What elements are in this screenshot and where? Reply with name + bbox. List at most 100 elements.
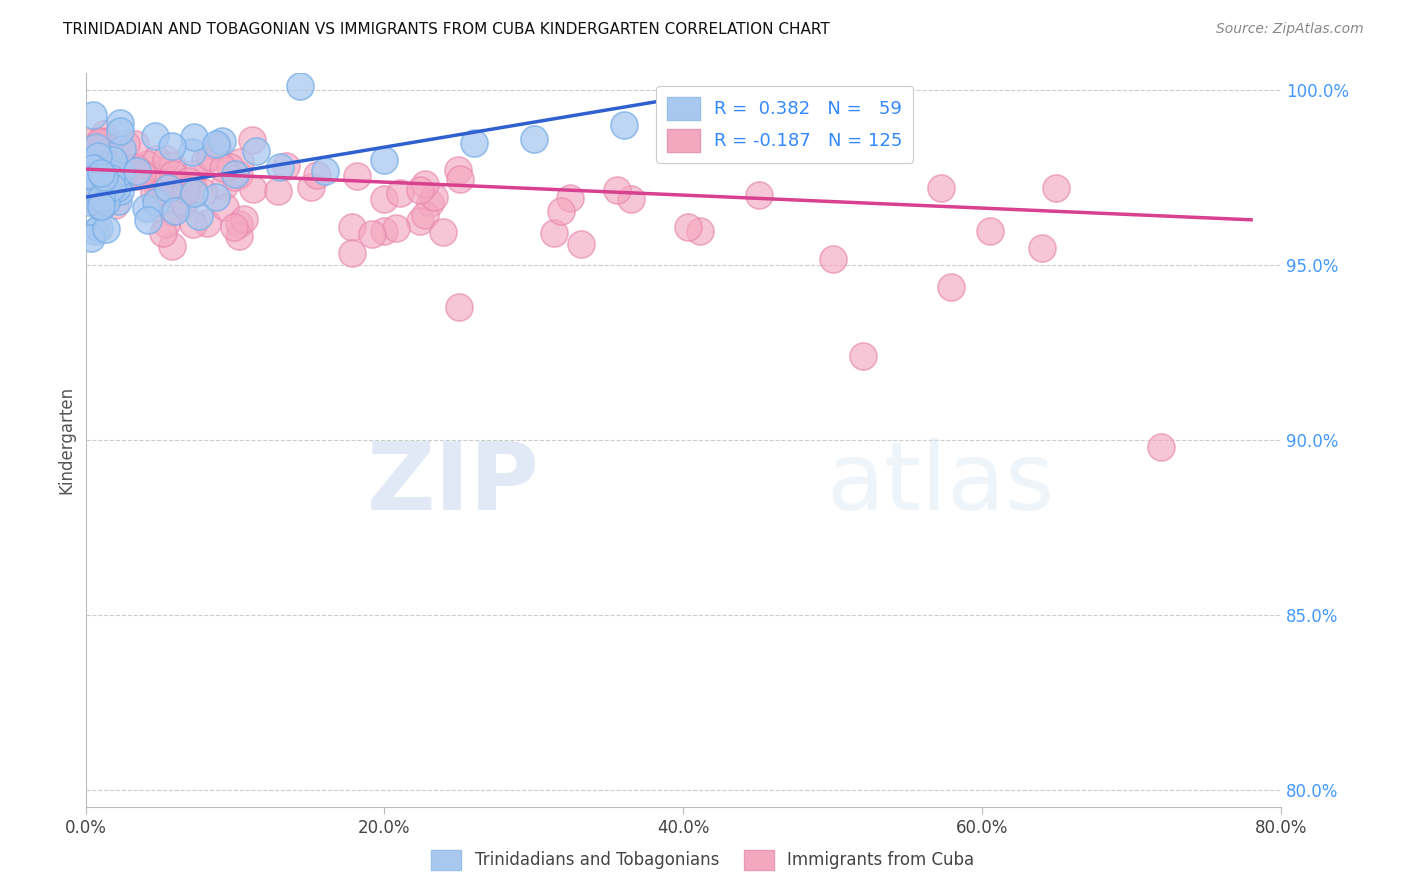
Point bbox=[87, 169, 110, 183]
Point bbox=[110, 165, 132, 179]
Point bbox=[212, 178, 235, 193]
Point bbox=[180, 145, 202, 160]
Point bbox=[305, 168, 328, 182]
Point bbox=[90, 200, 112, 214]
Point bbox=[86, 195, 108, 210]
Point bbox=[211, 134, 233, 148]
Point bbox=[127, 169, 149, 183]
Legend: Trinidadians and Tobagonians, Immigrants from Cuba: Trinidadians and Tobagonians, Immigrants… bbox=[425, 843, 981, 877]
Point bbox=[205, 140, 228, 154]
Point bbox=[108, 124, 131, 138]
Point bbox=[160, 239, 183, 253]
Point bbox=[941, 280, 963, 294]
Point bbox=[269, 161, 291, 175]
Point bbox=[523, 132, 546, 146]
Point bbox=[267, 184, 290, 198]
Point bbox=[125, 164, 148, 178]
Point bbox=[340, 219, 363, 234]
Point bbox=[97, 189, 120, 203]
Point bbox=[163, 204, 186, 219]
Point bbox=[100, 170, 122, 185]
Point bbox=[274, 159, 297, 173]
Point bbox=[413, 177, 436, 191]
Point bbox=[314, 164, 336, 178]
Point bbox=[91, 178, 114, 192]
Point bbox=[543, 227, 565, 241]
Point bbox=[290, 78, 312, 93]
Point bbox=[245, 145, 267, 159]
Text: TRINIDADIAN AND TOBAGONIAN VS IMMIGRANTS FROM CUBA KINDERGARTEN CORRELATION CHAR: TRINIDADIAN AND TOBAGONIAN VS IMMIGRANTS… bbox=[63, 22, 830, 37]
Point bbox=[142, 186, 165, 200]
Point bbox=[823, 252, 845, 267]
Point bbox=[86, 149, 108, 163]
Point bbox=[200, 150, 222, 164]
Point bbox=[77, 153, 100, 168]
Point bbox=[104, 163, 127, 178]
Text: Source: ZipAtlas.com: Source: ZipAtlas.com bbox=[1216, 22, 1364, 37]
Point bbox=[422, 190, 444, 204]
Point bbox=[240, 133, 263, 147]
Point bbox=[89, 134, 111, 148]
Point bbox=[107, 194, 129, 208]
Point bbox=[569, 236, 592, 251]
Legend: R =  0.382   N =   59, R = -0.187   N = 125: R = 0.382 N = 59, R = -0.187 N = 125 bbox=[657, 86, 914, 162]
Point bbox=[149, 176, 172, 190]
Point bbox=[136, 157, 159, 171]
Point bbox=[373, 153, 395, 168]
Point bbox=[82, 161, 104, 176]
Point bbox=[181, 180, 204, 194]
Point bbox=[155, 217, 177, 231]
Point bbox=[173, 195, 195, 210]
Point bbox=[90, 191, 112, 205]
Point bbox=[105, 167, 128, 181]
Point bbox=[83, 224, 105, 238]
Point bbox=[160, 139, 183, 153]
Point bbox=[105, 172, 128, 186]
Point bbox=[195, 216, 218, 230]
Point bbox=[162, 205, 184, 219]
Point bbox=[145, 153, 167, 167]
Point bbox=[689, 224, 711, 238]
Point bbox=[101, 176, 124, 190]
Point bbox=[346, 169, 368, 183]
Point bbox=[672, 108, 695, 122]
Point bbox=[75, 160, 97, 174]
Point bbox=[89, 164, 111, 178]
Point bbox=[90, 179, 112, 194]
Point bbox=[558, 191, 581, 205]
Point bbox=[115, 136, 138, 151]
Point bbox=[82, 174, 104, 188]
Point bbox=[228, 168, 250, 182]
Point bbox=[83, 167, 105, 181]
Point bbox=[101, 164, 124, 178]
Point bbox=[125, 161, 148, 175]
Point bbox=[219, 160, 242, 174]
Point bbox=[373, 192, 395, 206]
Point bbox=[101, 153, 124, 167]
Point bbox=[101, 179, 124, 194]
Point bbox=[979, 224, 1001, 238]
Point bbox=[852, 349, 875, 363]
Point bbox=[94, 222, 117, 236]
Point bbox=[87, 164, 110, 178]
Text: atlas: atlas bbox=[827, 438, 1054, 530]
Point bbox=[90, 199, 112, 213]
Point bbox=[299, 180, 322, 194]
Point bbox=[145, 194, 167, 209]
Point bbox=[80, 158, 103, 172]
Point bbox=[612, 119, 634, 133]
Point bbox=[228, 217, 250, 231]
Point bbox=[385, 221, 408, 235]
Point bbox=[83, 193, 105, 207]
Point bbox=[124, 137, 146, 152]
Point bbox=[748, 187, 770, 202]
Point bbox=[620, 192, 643, 206]
Point bbox=[1045, 181, 1067, 195]
Point bbox=[177, 174, 200, 188]
Point bbox=[463, 136, 485, 150]
Point bbox=[449, 172, 471, 186]
Point bbox=[157, 181, 180, 195]
Point bbox=[84, 139, 107, 153]
Point bbox=[77, 169, 100, 183]
Point bbox=[446, 163, 468, 178]
